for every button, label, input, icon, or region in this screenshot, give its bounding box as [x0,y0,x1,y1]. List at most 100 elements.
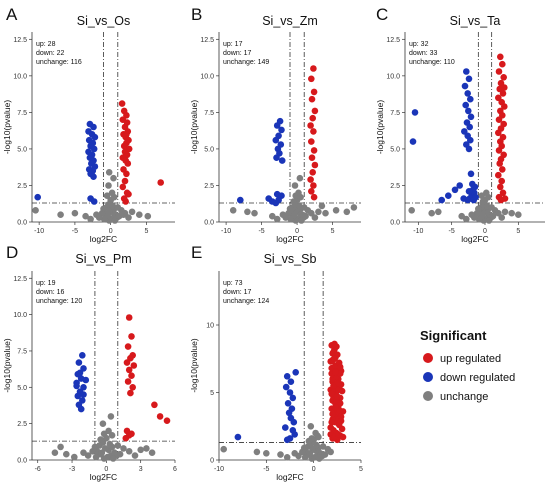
x-tick-label: 3 [139,466,143,473]
panel-letter: C [376,5,388,24]
unchange-point [105,182,112,189]
unchange-point [350,204,358,211]
x-tick-label: 0 [109,228,113,235]
unchange-point [489,212,497,220]
up-point [330,382,337,390]
up-point [331,340,338,348]
unchange-point [100,205,107,213]
up-point [123,359,131,366]
up-point [163,417,171,425]
unchange-point [103,192,111,199]
up-point [499,166,506,173]
legend-swatch [423,353,433,363]
x-axis-label: log2FC [90,234,117,244]
stat-down-count: down: 16 [36,289,65,296]
unchange-point [110,193,118,201]
up-point [125,314,133,321]
unchange-point [269,212,276,220]
stat-up-count: up: 17 [223,41,243,48]
y-tick-label: 7.5 [204,110,214,117]
down-point [283,436,291,444]
x-tick-label: 0 [312,466,316,473]
down-point [472,193,480,201]
legend-label: up regulated [440,353,501,365]
up-point [129,384,136,391]
up-point [501,103,508,110]
y-axis-label: -log10(pvalue) [189,338,199,393]
down-point [467,95,474,103]
x-tick-label: -3 [69,466,75,473]
up-point [120,142,128,150]
x-tick-label: 0 [104,466,108,473]
unchange-point [87,215,94,223]
y-tick-label: 12.5 [200,37,214,44]
y-tick-label: 2.5 [17,183,27,190]
up-point [311,107,319,115]
unchange-point [99,420,107,428]
down-point [282,424,289,431]
unchange-point [144,212,152,220]
y-tick-label: 2.5 [17,421,27,428]
up-point [501,84,508,91]
x-tick-label: 5 [516,228,520,235]
down-point [411,109,419,116]
y-tick-label: 12.5 [13,276,27,283]
up-point [332,369,339,376]
x-tick-label: -5 [258,228,264,235]
up-point [495,171,502,179]
up-point [310,182,317,189]
up-point [122,198,129,205]
up-point [128,430,135,438]
y-axis-label: -log10(pvalue) [189,100,199,155]
y-tick-label: 5.0 [204,146,214,153]
y-tick-label: 12.5 [13,37,27,44]
unchange-point [515,211,522,218]
down-point [284,400,292,407]
x-tick-label: -6 [35,466,41,473]
y-tick-label: 10.0 [386,73,400,80]
up-point [308,95,316,103]
up-point [130,362,138,369]
down-point [74,392,82,400]
down-point [79,352,86,359]
down-point [82,376,90,384]
down-point [80,365,87,372]
stat-unchange-count: unchange: 116 [36,59,82,66]
legend-label: unchange [440,391,488,403]
down-point [285,409,293,417]
up-point [499,60,506,68]
unchange-point [305,437,313,445]
unchange-point [114,442,122,449]
unchange-point [107,413,115,420]
unchange-point [57,443,64,451]
unchange-point [91,443,99,451]
down-point [283,373,291,380]
unchange-point [298,217,305,224]
unchange-point [32,207,39,214]
stat-unchange-count: unchange: 110 [409,59,455,66]
down-point [409,138,417,145]
panel-letter: D [6,243,18,262]
down-point [456,182,464,189]
unchange-point [300,204,308,211]
up-point [499,90,507,97]
up-point [123,112,130,119]
down-point [465,188,473,195]
up-point [308,75,315,83]
unchange-point [498,214,506,221]
x-tick-label: -5 [263,466,269,473]
unchange-point [125,448,133,455]
up-point [328,418,336,426]
up-point [125,190,132,198]
up-point [335,386,342,394]
unchange-point [229,207,237,214]
stat-unchange-count: unchange: 149 [223,59,269,66]
unchange-point [116,450,124,458]
x-axis-label: log2FC [90,472,117,482]
unchange-point [291,182,299,189]
unchange-point [131,452,139,459]
panel-title: Si_vs_Sb [264,252,317,266]
x-tick-label: -10 [34,228,44,235]
up-point [310,88,318,96]
unchange-point [109,455,117,462]
